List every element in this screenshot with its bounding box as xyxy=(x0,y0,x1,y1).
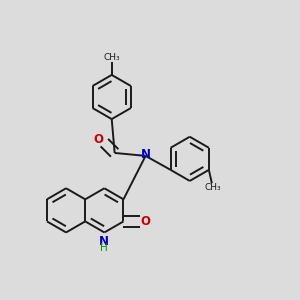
Text: H: H xyxy=(100,243,108,253)
Text: N: N xyxy=(141,148,151,161)
Text: CH₃: CH₃ xyxy=(103,53,120,62)
Text: CH₃: CH₃ xyxy=(204,183,221,192)
Text: O: O xyxy=(94,133,103,146)
Text: O: O xyxy=(140,215,150,228)
Text: N: N xyxy=(99,235,110,248)
